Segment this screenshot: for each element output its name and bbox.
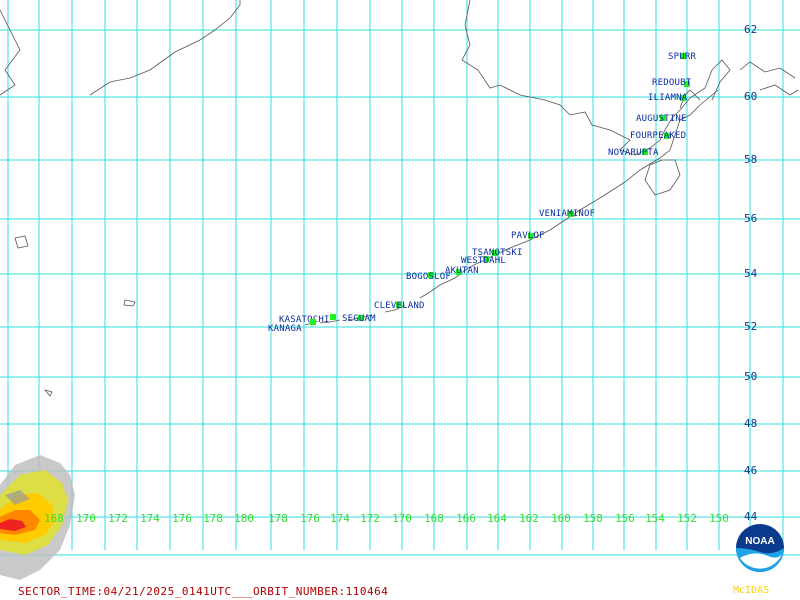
longitude-label: 172 <box>360 512 380 525</box>
volcano-marker <box>664 133 670 139</box>
latitude-label: 50 <box>744 370 758 383</box>
latitude-label: 58 <box>744 153 758 166</box>
longitude-label: 174 <box>140 512 160 525</box>
longitude-label: 160 <box>551 512 571 525</box>
volcano-marker <box>660 115 666 121</box>
volcano-marker <box>396 302 402 308</box>
sector-time-footer: SECTOR_TIME:04/21/2025_0141UTC___ORBIT_N… <box>18 585 389 598</box>
latitude-label: 60 <box>744 90 758 103</box>
latitude-label: 62 <box>744 23 758 36</box>
noaa-logo: NOAA <box>736 524 784 572</box>
volcano-label: SPURR <box>668 52 697 62</box>
longitude-label: 158 <box>583 512 603 525</box>
longitude-label: 168 <box>424 512 444 525</box>
longitude-label: 170 <box>76 512 96 525</box>
longitude-label: 178 <box>268 512 288 525</box>
latitude-label: 48 <box>744 417 758 430</box>
latitude-label: 52 <box>744 320 758 333</box>
noaa-logo-text: NOAA <box>745 536 774 547</box>
longitude-label: 166 <box>456 512 476 525</box>
volcano-marker <box>330 314 336 320</box>
volcano-marker <box>492 250 498 256</box>
volcano-label: CLEVELAND <box>374 301 425 311</box>
volcano-marker <box>684 81 690 87</box>
mcidas-caption: McIDAS <box>733 585 770 596</box>
longitude-label: 154 <box>645 512 665 525</box>
longitude-label: 174 <box>330 512 350 525</box>
volcano-label: KASATOCHI <box>279 315 330 325</box>
latitude-label: 56 <box>744 212 758 225</box>
volcano-label: KANAGA <box>268 324 302 334</box>
volcano-label: ILIAMNA <box>648 93 688 103</box>
longitude-label: 156 <box>615 512 635 525</box>
latitude-label: 44 <box>744 510 758 523</box>
volcano-marker <box>680 53 686 59</box>
longitude-label: 176 <box>300 512 320 525</box>
volcano-label: AKUTAN <box>445 266 479 276</box>
longitude-label: 168 <box>44 512 64 525</box>
longitude-label: 162 <box>519 512 539 525</box>
volcano-marker <box>642 149 648 155</box>
cloud-imagery-patch <box>0 455 75 580</box>
volcano-label: SEGUAM <box>342 314 376 324</box>
longitude-label: 176 <box>172 512 192 525</box>
volcano-marker <box>528 233 534 239</box>
lat-lon-grid <box>0 0 800 556</box>
volcano-label: NOVARUPTA <box>608 148 659 158</box>
longitude-label: 172 <box>108 512 128 525</box>
longitude-label: 180 <box>234 512 254 525</box>
longitude-label: 152 <box>677 512 697 525</box>
volcano-marker <box>358 315 364 321</box>
volcano-label: WESTDAHL <box>461 256 506 266</box>
volcano-marker <box>428 272 434 278</box>
volcano-label: TSANOTSKI <box>472 248 523 258</box>
longitude-label: 150 <box>709 512 729 525</box>
volcano-marker <box>310 319 316 325</box>
volcano-marker <box>456 269 462 275</box>
volcano-marker <box>483 256 489 262</box>
longitude-label: 178 <box>203 512 223 525</box>
volcano-marker <box>568 211 574 217</box>
latitude-label: 54 <box>744 267 758 280</box>
volcano-label: REDOUBT <box>652 78 692 88</box>
latitude-label: 46 <box>744 464 758 477</box>
volcano-label: VENIAMINOF <box>539 209 596 219</box>
longitude-label: 170 <box>392 512 412 525</box>
volcano-label: PAVLOF <box>511 231 545 241</box>
volcano-label: AUGUSTINE <box>636 114 687 124</box>
longitude-label: 164 <box>487 512 507 525</box>
volcano-marker <box>680 95 686 101</box>
volcano-label: BOGOSLOF <box>406 272 451 282</box>
volcano-label: FOURPEAKED <box>630 131 687 141</box>
